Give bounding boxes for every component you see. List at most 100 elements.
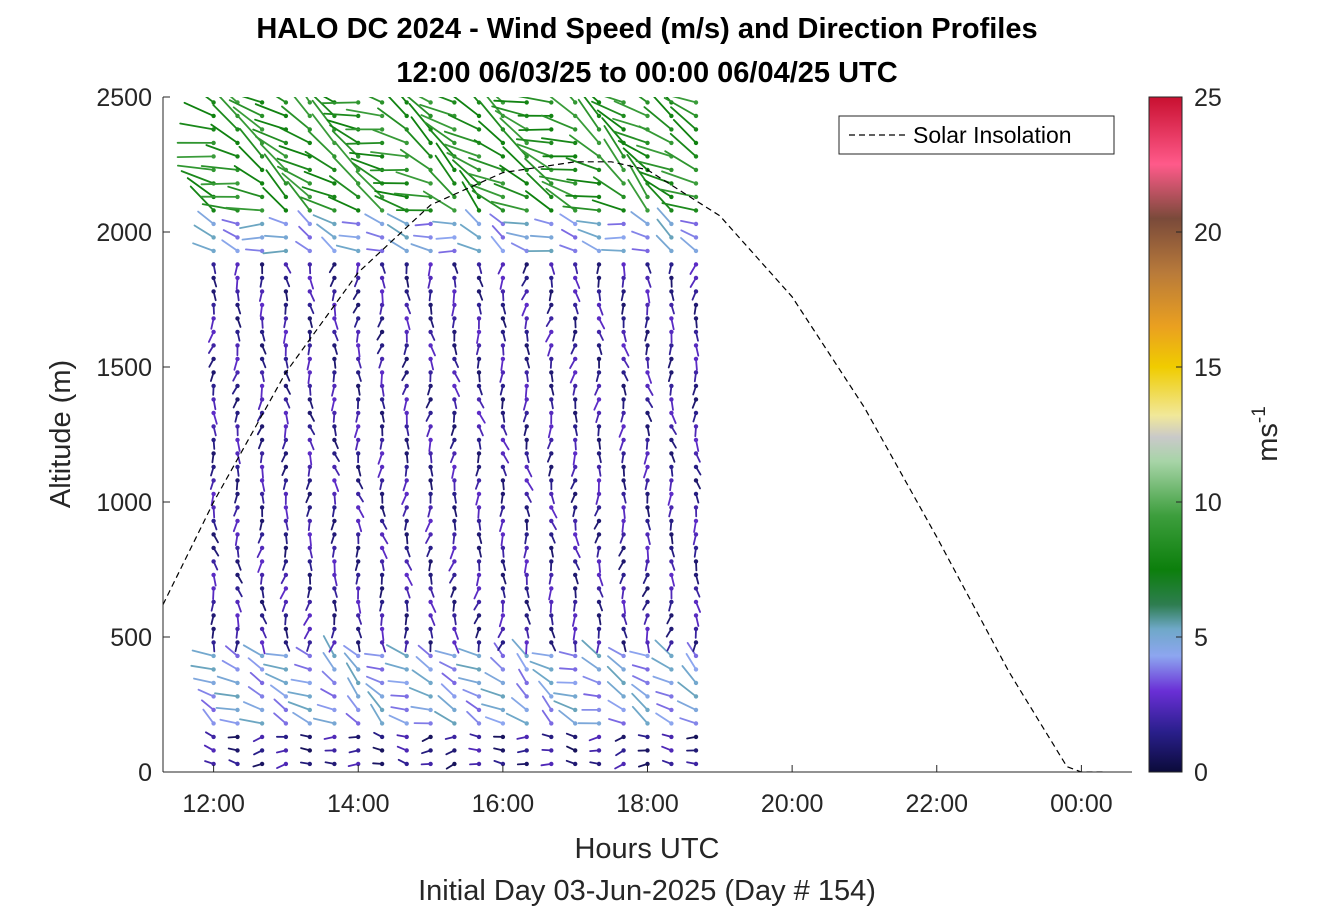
wind-barb: [303, 170, 337, 186]
wind-barb: [202, 708, 216, 726]
wind-barb: [211, 275, 218, 288]
wind-barb: [222, 229, 240, 240]
wind-barb: [593, 397, 602, 411]
wind-barb: [455, 663, 482, 672]
wind-barb: [307, 464, 312, 477]
wind-barb: [604, 235, 626, 240]
wind-barb: [452, 397, 458, 410]
wind-barb: [401, 370, 409, 382]
wind-barb: [283, 356, 289, 369]
wind-barb: [596, 572, 604, 587]
wind-barb: [235, 478, 240, 491]
wind-barb: [570, 491, 578, 504]
wind-barb: [571, 464, 578, 477]
wind-barb: [379, 586, 385, 599]
wind-barb: [379, 613, 385, 626]
wind-barb: [643, 451, 650, 465]
wind-barb: [505, 231, 529, 240]
wind-barb: [183, 101, 216, 119]
wind-barb: [332, 586, 338, 598]
wind-barb: [211, 559, 219, 571]
wind-barb: [549, 275, 554, 288]
wind-barb: [239, 718, 265, 726]
wind-barb: [259, 356, 267, 369]
wind-barb: [379, 437, 385, 450]
wind-barb: [355, 329, 361, 343]
wind-barb: [493, 182, 529, 200]
wind-barb: [516, 683, 529, 699]
wind-barb: [283, 262, 292, 274]
wind-barb: [476, 383, 483, 396]
wind-barb: [621, 451, 626, 464]
wind-barb: [207, 343, 216, 354]
wind-barb: [379, 640, 387, 653]
wind-barb: [645, 437, 650, 450]
wind-barb: [193, 677, 216, 686]
colorbar-tick-label: 5: [1194, 624, 1208, 652]
wind-barb: [235, 572, 243, 584]
x-tick-label: 22:00: [905, 790, 968, 818]
wind-barb: [434, 710, 457, 726]
wind-barb: [570, 343, 578, 355]
wind-barb: [210, 491, 216, 506]
wind-barb: [203, 744, 216, 753]
wind-barb: [295, 240, 312, 254]
wind-barb: [669, 424, 677, 436]
wind-barb: [404, 559, 413, 571]
wind-barb: [538, 680, 554, 699]
wind-barb: [573, 640, 578, 653]
wind-barb: [215, 707, 240, 713]
wind-barb: [276, 157, 312, 173]
wind-barb: [572, 329, 578, 342]
wind-barb: [283, 302, 289, 315]
wind-barb: [283, 491, 289, 506]
wind-barb: [249, 671, 265, 686]
wind-barb: [356, 599, 362, 614]
wind-barb: [356, 491, 364, 503]
wind-barb: [465, 700, 482, 713]
wind-barb: [354, 559, 361, 571]
wind-barb: [523, 397, 529, 411]
wind-barb: [476, 302, 482, 315]
wind-barb: [669, 451, 676, 463]
wind-barb: [452, 289, 457, 304]
wind-barb: [603, 125, 626, 159]
x-tick-label: 20:00: [761, 790, 824, 818]
wind-barb: [577, 98, 602, 132]
wind-barb: [500, 586, 506, 599]
wind-barb: [402, 505, 409, 517]
wind-barb: [428, 316, 435, 328]
wind-barb: [235, 613, 240, 628]
wind-barb: [666, 640, 674, 652]
wind-barb: [259, 370, 265, 383]
wind-barb: [403, 343, 409, 356]
wind-barb: [259, 626, 267, 639]
wind-barb: [529, 660, 554, 672]
wind-barb: [596, 424, 602, 437]
wind-barb: [241, 97, 265, 105]
wind-barb: [365, 683, 385, 699]
wind-barb: [570, 478, 578, 490]
wind-barb: [239, 221, 265, 230]
wind-barb: [591, 100, 626, 119]
wind-barb: [369, 167, 409, 173]
wind-barb: [332, 572, 338, 587]
wind-barb: [653, 97, 674, 119]
wind-barb: [280, 572, 289, 585]
wind-barb: [235, 289, 240, 302]
wind-barb: [241, 235, 265, 241]
wind-barb: [669, 397, 674, 411]
wind-barb: [457, 242, 482, 254]
wind-barb: [693, 451, 701, 463]
wind-barb: [321, 670, 337, 686]
wind-barb: [645, 640, 650, 654]
wind-barb: [332, 343, 338, 355]
wind-barb: [693, 370, 699, 383]
wind-barb: [474, 478, 482, 490]
wind-barb: [631, 230, 650, 240]
wind-barb: [290, 678, 312, 686]
wind-barb: [510, 697, 529, 713]
wind-barb: [583, 693, 602, 699]
wind-barb: [596, 545, 602, 558]
wind-barb: [621, 262, 626, 277]
